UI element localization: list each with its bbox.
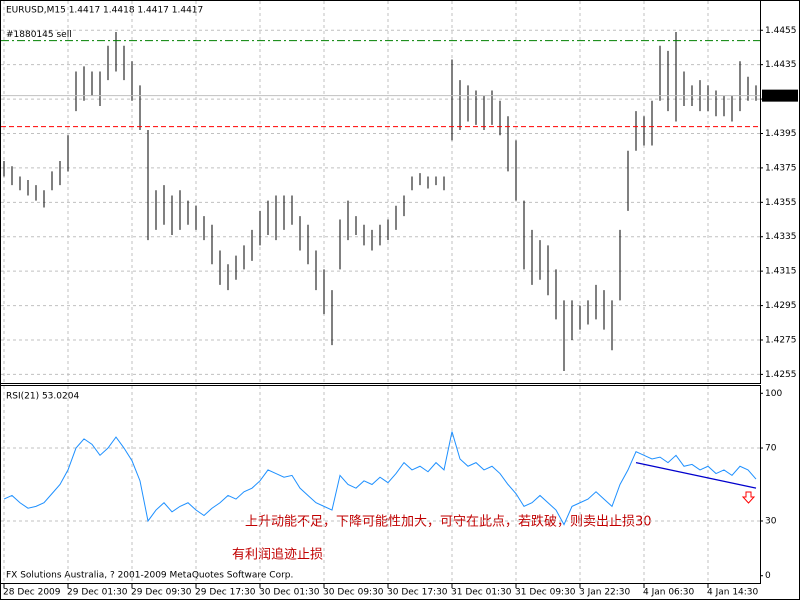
x-tick-label: 4 Jan 06:30 (643, 588, 695, 598)
y-tick-label: 1.4295 (765, 301, 797, 311)
y-tick-label: 100 (765, 389, 782, 399)
price-panel (0, 0, 761, 384)
x-tick-label: 30 Dec 09:30 (323, 588, 384, 598)
x-tick-label: 4 Jan 14:30 (707, 588, 759, 598)
x-tick-label: 31 Dec 09:30 (515, 588, 576, 598)
arrow-icon (741, 491, 756, 504)
y-tick-label: 1.4395 (765, 129, 797, 139)
x-tick-label: 29 Dec 01:30 (67, 588, 128, 598)
x-tick-label: 29 Dec 17:30 (195, 588, 256, 598)
x-tick-label: 30 Dec 01:30 (259, 588, 320, 598)
trend-line (635, 462, 757, 489)
y-tick-label: 1.4275 (765, 335, 797, 345)
y-tick-label: 1.4435 (765, 60, 797, 70)
y-tick-label: 1.4375 (765, 163, 797, 173)
x-tick-label: 29 Dec 09:30 (131, 588, 192, 598)
order-label: #1880145 sell (6, 30, 72, 40)
y-tick-label: 70 (765, 444, 777, 454)
x-tick-label: 28 Dec 2009 (3, 588, 61, 598)
annotation: 有利润追迹止损 (232, 547, 323, 563)
footer: FX Solutions Australia, ? 2001-2009 Meta… (6, 571, 293, 581)
y-tick-label: 1.4335 (765, 232, 797, 242)
last-price-box (762, 89, 798, 102)
y-tick-label: 1.4255 (765, 370, 797, 380)
y-tick-label: 30 (765, 516, 777, 526)
last-price-label: 1.4417 (764, 91, 796, 101)
rsi-title: RSI(21) 53.0204 (6, 392, 79, 402)
y-tick-label: 0 (765, 571, 771, 581)
y-tick-label: 1.4315 (765, 267, 797, 277)
annotation: 上升动能不足，下降可能性加大，可守在此点，若跌破，则卖出止损30 (245, 514, 652, 530)
y-tick-label: 1.4355 (765, 198, 797, 208)
rsi-line (3, 431, 757, 526)
y-tick-label: 1.4455 (765, 26, 797, 36)
x-tick-label: 30 Dec 17:30 (387, 588, 448, 598)
price-title: EURUSD,M15 1.4417 1.4418 1.4417 1.4417 (6, 6, 203, 16)
x-tick-label: 31 Dec 01:30 (451, 588, 512, 598)
x-tick-label: 3 Jan 22:30 (579, 588, 631, 598)
rsi-panel (0, 385, 761, 584)
